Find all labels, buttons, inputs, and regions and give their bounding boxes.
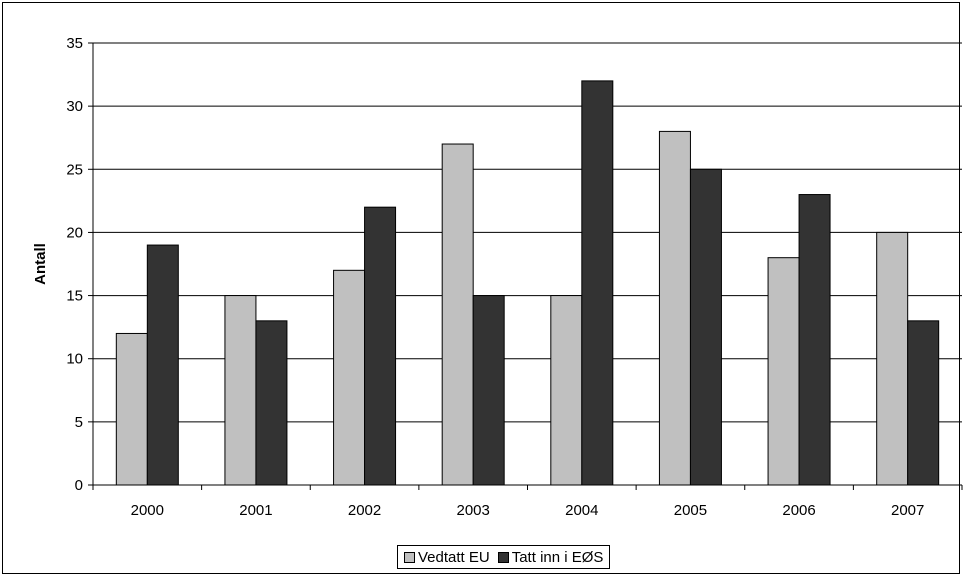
x-tick-labels: 2000 2001 2002 2003 2004 2005 2006 2007 — [131, 502, 925, 519]
legend-swatch — [497, 551, 509, 563]
bar — [689, 168, 722, 486]
legend-item-tatt-inn-i-eos: Tatt inn i EØS — [497, 548, 604, 566]
legend-swatch — [404, 551, 415, 563]
x-tick-label: 2007 — [891, 502, 924, 519]
legend-label: Tatt inn i EØS — [511, 548, 604, 566]
axes — [88, 42, 963, 490]
bar — [146, 244, 179, 486]
x-tick-label: 2001 — [239, 502, 272, 519]
x-tick-label: 2000 — [131, 502, 164, 519]
y-tick-labels: 0 5 10 15 20 25 30 35 — [66, 35, 83, 494]
bar — [333, 269, 366, 486]
y-tick-label: 30 — [66, 98, 83, 115]
x-tick-label: 2005 — [674, 502, 707, 519]
y-tick-label: 5 — [75, 414, 83, 431]
bar — [876, 231, 909, 486]
gridlines — [93, 42, 962, 423]
y-tick-label: 0 — [75, 477, 83, 494]
bar — [224, 295, 257, 486]
bar — [658, 130, 691, 486]
bar — [255, 320, 288, 486]
x-tick-label: 2003 — [457, 502, 490, 519]
x-tick-label: 2004 — [565, 502, 598, 519]
x-tick-label: 2002 — [348, 502, 381, 519]
legend-label: Vedtatt EU — [418, 548, 490, 566]
bar — [115, 332, 148, 486]
bar — [798, 194, 831, 486]
y-tick-label: 20 — [66, 224, 83, 241]
bar — [364, 206, 397, 486]
legend-item-vedtatt-eu: Vedtatt EU — [404, 549, 490, 566]
bar — [907, 320, 940, 486]
legend: Vedtatt EU Tatt inn i EØS — [397, 545, 611, 569]
x-tick-label: 2006 — [782, 502, 815, 519]
bar — [581, 80, 614, 486]
bar — [441, 143, 474, 486]
y-tick-label: 25 — [66, 161, 83, 178]
y-tick-label: 15 — [66, 288, 83, 305]
y-tick-label: 10 — [66, 351, 83, 368]
bar — [472, 295, 505, 486]
bars — [115, 80, 940, 486]
y-axis-title: Antall — [32, 243, 49, 285]
bar — [767, 257, 800, 486]
bar — [550, 295, 583, 486]
y-tick-label: 35 — [66, 35, 83, 52]
